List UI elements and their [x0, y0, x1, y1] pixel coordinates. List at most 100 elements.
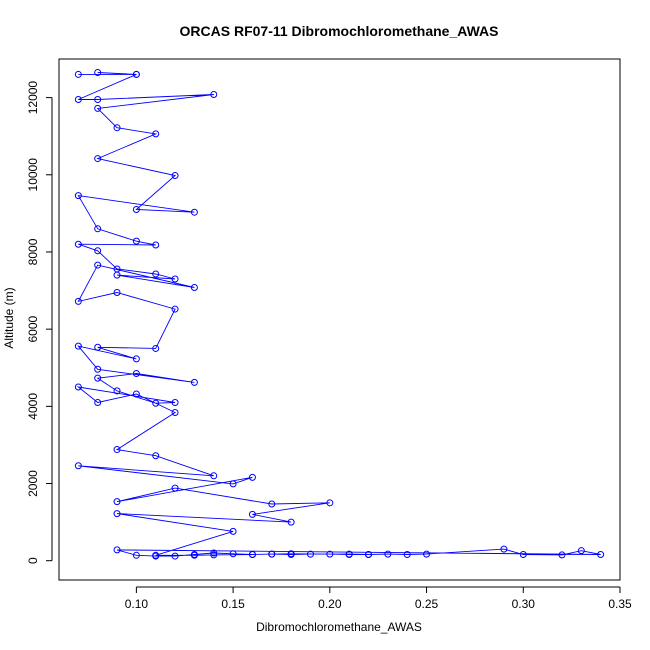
- data-point: [403, 551, 411, 559]
- data-point: [94, 398, 102, 406]
- data-point: [132, 551, 140, 559]
- x-tick-label: 0.30: [512, 597, 536, 611]
- data-point: [171, 409, 179, 417]
- data-point: [94, 261, 102, 269]
- data-point: [113, 124, 121, 132]
- data-point: [268, 550, 276, 558]
- data-point: [190, 208, 198, 216]
- data-point: [152, 270, 160, 278]
- data-point: [132, 237, 140, 245]
- y-tick-label: 0: [26, 557, 40, 564]
- data-point: [248, 551, 256, 559]
- chart-title: ORCAS RF07-11 Dibromochloromethane_AWAS: [180, 23, 499, 39]
- data-point: [384, 550, 392, 558]
- data-point: [152, 399, 160, 407]
- data-point: [423, 550, 431, 558]
- data-point: [152, 552, 160, 560]
- data-point: [94, 104, 102, 112]
- data-point: [94, 96, 102, 104]
- data-point: [74, 342, 82, 350]
- data-point: [74, 297, 82, 305]
- data-point: [132, 370, 140, 378]
- data-point: [74, 192, 82, 200]
- data-point: [132, 70, 140, 78]
- data-point: [171, 398, 179, 406]
- plot-frame: [58, 58, 621, 581]
- x-tick-label: 0.20: [318, 597, 342, 611]
- y-axis-label: Altitude (m): [2, 287, 16, 348]
- data-point: [74, 383, 82, 391]
- data-point: [326, 550, 334, 558]
- data-point: [210, 549, 218, 557]
- data-point: [210, 472, 218, 480]
- data-point: [113, 271, 121, 279]
- data-point: [74, 240, 82, 248]
- data-point: [94, 225, 102, 233]
- data-point: [229, 480, 237, 488]
- data-point: [287, 551, 295, 559]
- data-point: [306, 550, 314, 558]
- data-point: [94, 69, 102, 77]
- data-point: [287, 518, 295, 526]
- data-point: [113, 510, 121, 518]
- x-tick-label: 0.10: [125, 597, 149, 611]
- y-tick-label: 4000: [26, 393, 40, 420]
- data-point: [345, 550, 353, 558]
- x-axis-label: Dibromochloromethane_AWAS: [256, 620, 422, 634]
- data-point: [171, 484, 179, 492]
- data-point: [152, 344, 160, 352]
- data-point: [74, 462, 82, 470]
- data-point: [171, 305, 179, 313]
- y-tick-label: 2000: [26, 470, 40, 497]
- data-point: [190, 283, 198, 291]
- y-tick-label: 12000: [26, 81, 40, 115]
- data-point: [171, 275, 179, 283]
- data-point: [113, 288, 121, 296]
- data-point: [94, 247, 102, 255]
- data-point: [113, 546, 121, 554]
- data-point: [248, 510, 256, 518]
- data-point: [500, 545, 508, 553]
- y-axis: 0 2000 4000 6000 8000 10000 12000: [26, 81, 53, 564]
- data-point: [210, 551, 218, 559]
- data-point: [326, 499, 334, 507]
- data-point: [597, 551, 605, 559]
- data-point: [74, 96, 82, 104]
- data-point: [152, 130, 160, 138]
- data-point: [229, 527, 237, 535]
- data-point: [113, 446, 121, 454]
- data-point: [248, 473, 256, 481]
- data-point: [171, 552, 179, 560]
- series-layer: [74, 69, 605, 560]
- data-point: [113, 387, 121, 395]
- data-point: [171, 172, 179, 180]
- data-point: [229, 550, 237, 558]
- data-point: [132, 355, 140, 363]
- data-point: [152, 452, 160, 460]
- data-point: [558, 551, 566, 559]
- series-line: [76, 72, 601, 557]
- x-tick-label: 0.25: [415, 597, 439, 611]
- data-point: [94, 343, 102, 351]
- data-point: [132, 206, 140, 214]
- data-point: [74, 70, 82, 78]
- data-point: [210, 91, 218, 99]
- data-point: [94, 365, 102, 373]
- y-tick-label: 8000: [26, 238, 40, 265]
- data-point: [577, 547, 585, 555]
- x-tick-label: 0.35: [608, 597, 632, 611]
- data-point: [94, 155, 102, 163]
- data-point: [132, 390, 140, 398]
- data-point: [190, 378, 198, 386]
- data-point: [190, 551, 198, 559]
- data-point: [94, 374, 102, 382]
- y-tick-label: 6000: [26, 315, 40, 342]
- data-point: [268, 500, 276, 508]
- x-tick-label: 0.15: [221, 597, 245, 611]
- data-point: [519, 551, 527, 559]
- data-point: [113, 498, 121, 506]
- x-axis: 0.10 0.15 0.20 0.25 0.30 0.35: [125, 586, 632, 611]
- data-point: [152, 241, 160, 249]
- y-tick-label: 10000: [26, 158, 40, 192]
